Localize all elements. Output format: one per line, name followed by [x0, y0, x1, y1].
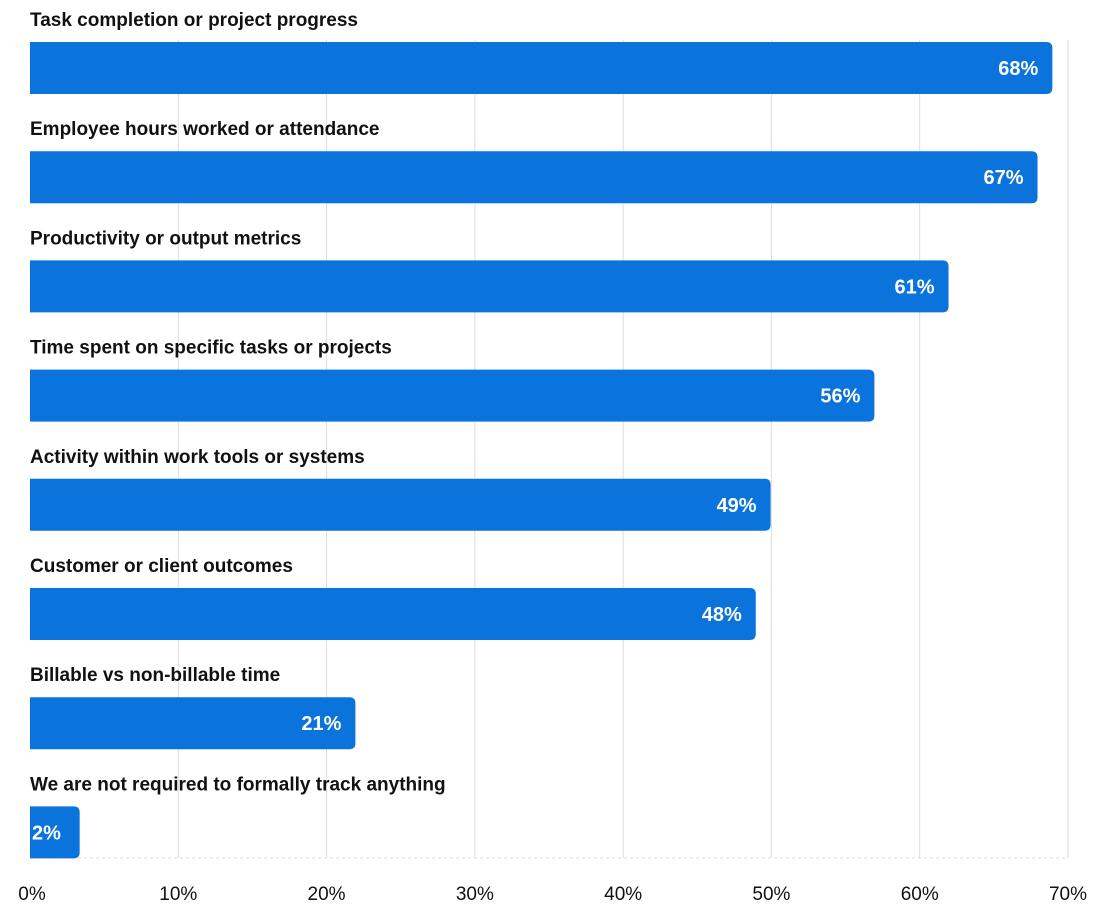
- bar-row: Billable vs non-billable time 21%: [30, 665, 356, 750]
- x-axis: 0% 10% 20% 30% 40% 50% 60% 70%: [18, 884, 1087, 905]
- bar: [30, 42, 1053, 94]
- value-label: 2%: [32, 822, 61, 844]
- bar: [30, 369, 875, 422]
- value-label: 56%: [820, 386, 860, 408]
- bar: [30, 260, 949, 313]
- bar: [30, 588, 756, 640]
- category-label: We are not required to formally track an…: [30, 774, 446, 795]
- x-tick-label: 30%: [456, 884, 494, 905]
- bar-row: Activity within work tools or systems 49%: [30, 447, 771, 531]
- bar-row: Productivity or output metrics 61%: [30, 228, 949, 313]
- bar-row: Employee hours worked or attendance 67%: [30, 119, 1038, 204]
- bar: [30, 478, 771, 531]
- x-tick-label: 20%: [308, 884, 346, 905]
- value-label: 21%: [301, 713, 341, 735]
- category-label: Customer or client outcomes: [30, 556, 293, 577]
- value-label: 67%: [983, 167, 1023, 189]
- value-label: 48%: [702, 604, 742, 626]
- category-label: Billable vs non-billable time: [30, 665, 280, 686]
- category-label: Task completion or project progress: [30, 10, 358, 31]
- category-label: Productivity or output metrics: [30, 228, 301, 249]
- bar: [30, 806, 80, 859]
- x-tick-label: 60%: [901, 884, 939, 905]
- bar: [30, 151, 1038, 204]
- category-label: Time spent on specific tasks or projects: [30, 338, 392, 359]
- x-tick-label: 10%: [159, 884, 197, 905]
- bar-row: Time spent on specific tasks or projects…: [30, 338, 875, 422]
- bars: Task completion or project progress 68% Em…: [30, 10, 1053, 859]
- x-tick-label: 40%: [604, 884, 642, 905]
- x-tick-label: 50%: [752, 884, 790, 905]
- bar-row: Customer or client outcomes 48%: [30, 556, 756, 640]
- category-label: Employee hours worked or attendance: [30, 119, 379, 140]
- value-label: 61%: [895, 276, 935, 298]
- x-tick-label: 70%: [1049, 884, 1087, 905]
- value-label: 68%: [998, 58, 1038, 80]
- bar-row: We are not required to formally track an…: [30, 774, 446, 859]
- bar-row: Task completion or project progress 68%: [30, 10, 1053, 94]
- bar: [30, 697, 356, 750]
- x-tick-label: 0%: [18, 884, 46, 905]
- category-label: Activity within work tools or systems: [30, 447, 365, 468]
- value-label: 49%: [717, 495, 757, 517]
